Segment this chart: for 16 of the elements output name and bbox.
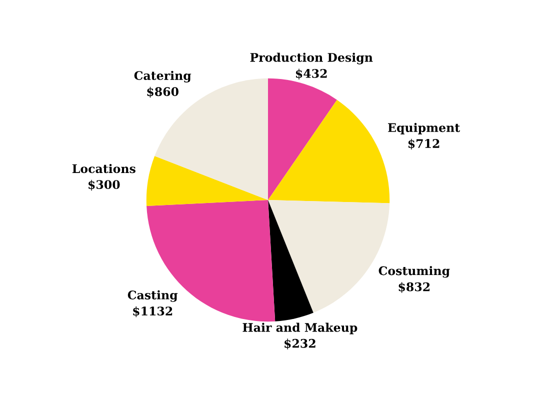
data-label: $860 [147, 86, 178, 98]
data-label: $300 [88, 180, 120, 191]
slice-label: Costuming [378, 266, 450, 278]
slice-label: Casting [128, 290, 178, 302]
data-label: $712 [408, 138, 440, 150]
data-label: $1132 [133, 306, 172, 318]
data-label: $832 [398, 282, 430, 293]
slice-label: Locations [72, 164, 136, 174]
data-label: $432 [296, 68, 327, 80]
pie-slice [268, 200, 314, 322]
pie-slice [268, 78, 337, 200]
slice-label: Hair and Makeup [242, 322, 358, 334]
data-label: $232 [284, 338, 316, 350]
slice-label: Equipment [388, 122, 460, 134]
slice-label: Catering [134, 70, 192, 82]
slice-label: Production Design [250, 52, 373, 64]
